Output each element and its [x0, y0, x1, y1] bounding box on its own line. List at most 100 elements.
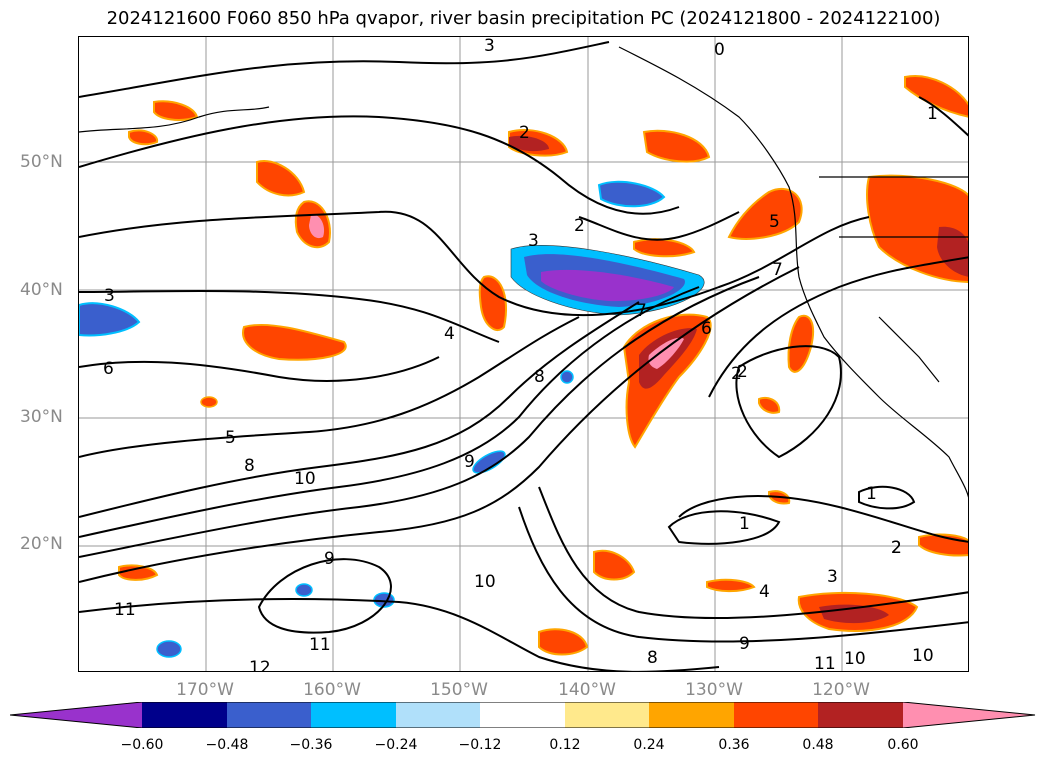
- contour-label: 4: [444, 324, 455, 344]
- contour-line-12: [538, 486, 968, 620]
- lat-label-20n: 20°N: [20, 534, 63, 554]
- contour-label: 8: [647, 648, 658, 668]
- contour-label: 9: [464, 452, 475, 472]
- contour-line-19: [858, 485, 916, 510]
- contour-label: 10: [912, 646, 934, 666]
- colorbar-segment: [227, 702, 311, 728]
- contour-label: 0: [714, 40, 725, 60]
- neg-area-main-core: [541, 269, 674, 302]
- pos-area-coast-2-core: [937, 226, 968, 277]
- colorbar-extend-low: [10, 702, 142, 728]
- contour-label: 3: [528, 231, 539, 251]
- contour-line-8: [79, 286, 700, 538]
- contour-label: 10: [474, 572, 496, 592]
- neg-area-north: [597, 180, 666, 208]
- lon-label-170w: 170°W: [176, 680, 234, 700]
- pos-area-nw-2: [128, 129, 159, 146]
- pos-area-north-1: [642, 129, 711, 163]
- colorbar-extend-high: [903, 702, 1035, 728]
- colorbar: [10, 702, 1036, 728]
- contour-label: 2: [574, 216, 585, 236]
- pos-area-coast-1: [727, 187, 803, 240]
- lon-label-150w: 150°W: [430, 680, 488, 700]
- contour-line-4: [79, 289, 500, 343]
- colorbar-tick: 0.48: [802, 737, 834, 753]
- contour-label: 10: [294, 469, 316, 489]
- contour-label: 3: [827, 567, 838, 587]
- neg-area-small-3: [295, 583, 313, 597]
- lon-label-160w: 160°W: [303, 680, 361, 700]
- contour-label: 3: [484, 37, 495, 56]
- contour-line-3: [79, 210, 870, 317]
- lat-label-30n: 30°N: [20, 407, 63, 427]
- pos-area-south-1: [593, 549, 636, 581]
- contour-label: 5: [769, 212, 780, 232]
- pos-area-small-1: [758, 396, 781, 414]
- colorbar-segment: [818, 702, 903, 728]
- contour-label: 6: [103, 359, 114, 379]
- figure-title: 2024121600 F060 850 hPa qvapor, river ba…: [106, 8, 941, 29]
- pos-area-main-core: [648, 337, 684, 369]
- colorbar-segment: [649, 702, 734, 728]
- pos-area-nw-1: [153, 100, 199, 121]
- pos-area-mid-1: [478, 275, 508, 332]
- contour-label: 2: [891, 538, 902, 558]
- colorbar-tick: 0.12: [549, 737, 581, 753]
- pos-area-south-5: [118, 564, 159, 581]
- contour-label: 11: [309, 635, 331, 655]
- colorbar-tick: −0.60: [120, 737, 164, 753]
- contour-line-21: [578, 211, 740, 241]
- contour-line-17: [667, 510, 781, 545]
- colorbar-outline: [10, 702, 1036, 728]
- pos-area-south-2: [538, 628, 589, 656]
- pos-area-north-2-core: [509, 135, 549, 152]
- colorbar-tick: −0.36: [289, 737, 333, 753]
- lat-label-40n: 40°N: [20, 280, 63, 300]
- contour-label: 7: [636, 301, 647, 321]
- colorbar-tick: 0.24: [633, 737, 665, 753]
- contour-line-10: [79, 266, 800, 583]
- pos-area-west-2: [256, 160, 306, 197]
- map-canvas: 3 0 2 1 2 2 3 3 4 5 6 7 7 8 8 9 9 10 10 …: [79, 37, 968, 671]
- colorbar-segment: [311, 702, 396, 728]
- contour-line-5: [79, 356, 440, 382]
- lat-label-50n: 50°N: [20, 152, 63, 172]
- pos-area-north-3: [633, 238, 696, 258]
- contour-label: 10: [844, 649, 866, 669]
- contour-label: 1: [927, 104, 938, 124]
- contour-line-18: [735, 345, 842, 459]
- contour-line-15: [678, 495, 968, 543]
- contour-label: 5: [225, 428, 236, 448]
- lon-label-130w: 130°W: [685, 680, 743, 700]
- contour-label: 8: [534, 367, 545, 387]
- contour-line-7: [79, 301, 640, 518]
- contour-line-9: [79, 276, 760, 558]
- contour-line-20: [918, 96, 968, 137]
- contour-label: 3: [104, 286, 115, 306]
- contour-label: 1: [866, 484, 877, 504]
- colorbar-tick: −0.48: [205, 737, 249, 753]
- contour-line-16: [257, 558, 392, 634]
- pos-area-west-1-core: [309, 214, 325, 239]
- pos-area-coast-4: [904, 75, 968, 118]
- contour-label: 7: [772, 260, 783, 280]
- colorbar-segment: [734, 702, 818, 728]
- pos-area-coast-3: [787, 314, 815, 373]
- colorbar-tick: −0.24: [374, 737, 418, 753]
- border-3: [878, 316, 940, 383]
- contour-label: 1: [739, 514, 750, 534]
- contour-label-group: 3 0 2 1 2 2 3 3 4 5 6 7 7 8 8 9 9 10 10 …: [103, 37, 938, 671]
- coastlines: [79, 46, 968, 498]
- pos-area-small-3: [200, 396, 218, 408]
- contour-label: 2: [737, 362, 748, 382]
- neg-area-small-4: [560, 370, 574, 384]
- contour-label: 2: [891, 538, 902, 558]
- shaded-fields: [79, 75, 968, 658]
- colorbar-tick: 0.60: [887, 737, 919, 753]
- contour-lines: [79, 41, 968, 671]
- lon-label-120w: 120°W: [812, 680, 870, 700]
- contour-label: 8: [244, 456, 255, 476]
- colorbar-tick: −0.12: [458, 737, 502, 753]
- neg-area-small-5: [156, 640, 182, 658]
- contour-line-14: [708, 256, 968, 398]
